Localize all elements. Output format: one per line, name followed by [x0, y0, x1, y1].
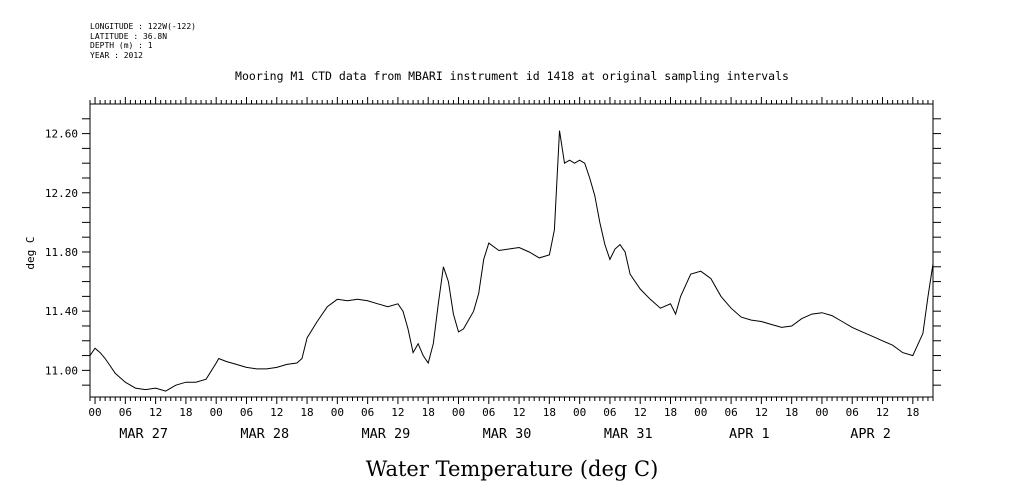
x-hour-tick-label: 12 — [391, 406, 404, 419]
chart-title: Mooring M1 CTD data from MBARI instrumen… — [235, 69, 789, 83]
temperature-series-line — [89, 130, 934, 392]
y-tick-label: 12.20 — [45, 187, 78, 200]
latitude-text: LATITUDE : 36.8N — [90, 31, 168, 41]
x-hour-tick-label: 06 — [240, 406, 253, 419]
x-hour-tick-label: 06 — [119, 406, 132, 419]
x-hour-tick-label: 18 — [179, 406, 192, 419]
y-tick-label: 12.60 — [45, 128, 78, 141]
x-hour-tick-label: 12 — [634, 406, 647, 419]
x-hour-tick-label: 00 — [452, 406, 465, 419]
x-hour-tick-label: 18 — [906, 406, 919, 419]
x-hour-tick-label: 00 — [210, 406, 223, 419]
y-tick-label: 11.00 — [45, 364, 78, 377]
x-hour-tick-label: 06 — [482, 406, 495, 419]
x-hour-tick-label: 00 — [573, 406, 586, 419]
x-hour-tick-label: 12 — [270, 406, 283, 419]
x-hour-tick-label: 18 — [664, 406, 677, 419]
x-hour-tick-label: 06 — [724, 406, 737, 419]
x-hour-tick-label: 06 — [846, 406, 859, 419]
depth-text: DEPTH (m) : 1 — [90, 41, 153, 50]
x-day-label: APR 1 — [729, 426, 770, 442]
x-hour-tick-label: 12 — [755, 406, 768, 419]
x-axis-title: Water Temperature (deg C) — [366, 457, 659, 481]
x-hour-tick-label: 00 — [331, 406, 344, 419]
x-hour-tick-label: 18 — [785, 406, 798, 419]
y-tick-label: 11.40 — [45, 305, 78, 318]
x-hour-tick-label: 18 — [422, 406, 435, 419]
x-hour-tick-label: 06 — [603, 406, 616, 419]
x-day-label: APR 2 — [850, 426, 891, 442]
x-hour-tick-label: 18 — [300, 406, 313, 419]
x-day-label: MAR 31 — [604, 426, 653, 442]
plot-frame — [89, 103, 934, 398]
x-hour-tick-label: 12 — [512, 406, 525, 419]
x-hour-tick-label: 12 — [876, 406, 889, 419]
x-day-label: MAR 27 — [119, 426, 168, 442]
x-hour-tick-label: 12 — [149, 406, 162, 419]
axis-ticks — [82, 97, 941, 404]
metadata-block: LONGITUDE : 122W(-122) LATITUDE : 36.8N … — [90, 22, 196, 60]
x-day-label: MAR 30 — [483, 426, 532, 442]
x-hour-tick-label: 00 — [88, 406, 101, 419]
x-hour-tick-label: 00 — [815, 406, 828, 419]
axis-labels: 00 06 12 18 00 06 12 18 00 06 12 18 00 06 12 18 00 06 12 18… — [45, 128, 920, 442]
x-day-label: MAR 29 — [362, 426, 411, 442]
year-text: YEAR : 2012 — [90, 50, 143, 60]
longitude-text: LONGITUDE : 122W(-122) — [90, 22, 196, 31]
x-hour-tick-label: 06 — [361, 406, 374, 419]
y-tick-label: 11.80 — [45, 246, 78, 259]
x-day-label: MAR 28 — [240, 426, 289, 442]
x-hour-tick-label: 18 — [543, 406, 556, 419]
y-axis-label: deg C — [24, 236, 37, 269]
x-hour-tick-label: 00 — [694, 406, 707, 419]
